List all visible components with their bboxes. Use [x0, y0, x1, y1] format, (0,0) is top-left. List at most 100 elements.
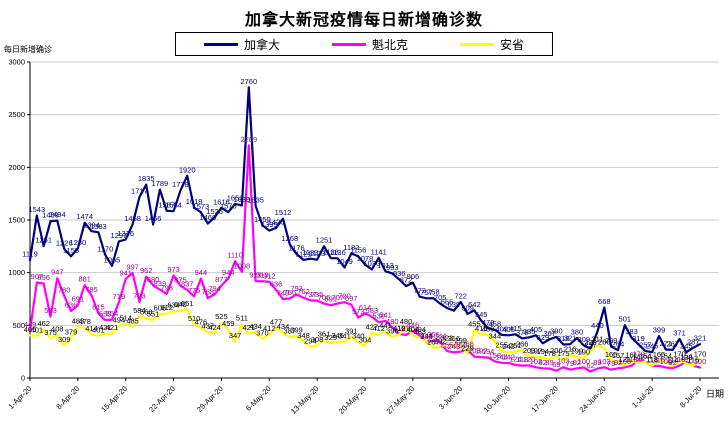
data-label-quebec: 1008 [234, 261, 251, 270]
data-label-ontario: 584 [133, 306, 146, 315]
data-label-ontario: 170 [694, 350, 707, 359]
data-label-quebec: 697 [345, 294, 358, 303]
data-label-quebec: 583 [366, 306, 379, 315]
data-label-canada: 1778 [172, 180, 189, 189]
data-label-canada: 440 [591, 321, 604, 330]
data-label-quebec: 762 [297, 287, 310, 296]
data-label-quebec: 749 [277, 289, 290, 298]
data-label-canada: 668 [598, 297, 611, 306]
x-tick-label: 6-May-20 [244, 384, 273, 413]
data-label-quebec: 947 [51, 268, 64, 277]
x-tick-label: 29-Apr-20 [195, 384, 225, 414]
data-label-quebec: 837 [181, 279, 194, 288]
data-label-ontario: 340 [352, 332, 365, 341]
data-label-quebec: 266 [461, 340, 474, 349]
data-label-quebec: 158 [489, 351, 502, 360]
data-label-quebec: 719 [113, 292, 126, 301]
data-label-quebec: 839 [154, 279, 167, 288]
data-label-ontario: 525 [215, 312, 228, 321]
data-label-quebec: 144 [495, 352, 508, 361]
data-label-quebec: 255 [441, 341, 454, 350]
data-label-quebec: 775 [188, 286, 201, 295]
y-axis-title: 每日新增确诊 [4, 45, 52, 54]
data-label-quebec: 691 [325, 295, 338, 304]
data-label-canada: 1383 [90, 222, 107, 231]
data-label-canada: 1078 [357, 254, 374, 263]
data-label-quebec: 243 [448, 342, 461, 351]
data-label-quebec: 973 [167, 265, 180, 274]
data-label-canada: 545 [475, 310, 488, 319]
data-label-canada: 409 [495, 324, 508, 333]
data-label-canada: 609 [461, 303, 474, 312]
data-label-ontario: 441 [379, 321, 392, 330]
data-label-ontario: 415 [475, 324, 488, 333]
data-label-canada: 2760 [240, 77, 257, 86]
data-label-canada: 758 [427, 288, 440, 297]
data-label-quebec: 79 [607, 359, 615, 368]
series-line-quebec [28, 144, 702, 373]
data-label-canada: 1543 [28, 205, 45, 214]
x-tick-label: 1-Apr-20 [6, 384, 33, 411]
gridlines [30, 61, 719, 326]
data-label-ontario: 154 [660, 351, 673, 360]
data-label-canada: 1458 [124, 214, 141, 223]
data-label-quebec: 723 [133, 291, 146, 300]
data-label-canada: 1136 [330, 248, 346, 257]
data-label-canada: 1512 [275, 208, 292, 217]
data-label-canada: 318 [557, 334, 570, 343]
data-label-quebec: 118 [516, 355, 528, 364]
data-label-canada: 271 [660, 339, 673, 348]
data-label-quebec: 92 [573, 358, 581, 367]
data-label-ontario: 345 [331, 331, 344, 340]
data-label-quebec: 118 [674, 355, 686, 364]
data-label-ontario: 344 [420, 331, 433, 340]
data-label-ontario: 379 [65, 328, 78, 337]
data-label-ontario: 294 [304, 337, 317, 346]
data-label-ontario: 121 [619, 355, 632, 364]
data-label-canada: 405 [530, 325, 543, 334]
data-label-canada: 757 [420, 288, 433, 297]
x-tick-label: 27-May-20 [385, 384, 417, 416]
data-label-quebec: 408 [400, 325, 413, 334]
data-label-quebec: 404 [413, 325, 426, 334]
data-label-quebec: 583 [44, 306, 57, 315]
data-label-ontario: 194 [537, 347, 550, 356]
x-tick-label: 1-Jul-20 [630, 384, 656, 410]
data-label-ontario: 154 [639, 351, 652, 360]
data-label-ontario: 118 [646, 355, 658, 364]
data-label-canada: 385 [523, 327, 536, 336]
series-labels-quebec: 4499078965839477806366918817856155505547… [24, 135, 707, 370]
legend-item-canada: 加拿大 [203, 36, 280, 53]
data-label-ontario: 308 [311, 335, 324, 344]
data-label-canada: 705 [434, 293, 447, 302]
x-tick-label: 17-Jun-20 [530, 384, 560, 414]
series-line-ontario [28, 308, 702, 368]
data-label-canada: 501 [619, 315, 632, 324]
data-label-ontario: 408 [51, 325, 64, 334]
data-label-quebec: 758 [202, 288, 215, 297]
data-label-ontario: 114 [667, 356, 679, 365]
data-label-ontario: 347 [229, 331, 242, 340]
data-label-quebec: 102 [598, 357, 611, 366]
data-label-canada: 376 [516, 328, 529, 337]
legend-item-ontario: 安省 [460, 36, 524, 53]
data-label-ontario: 651 [181, 299, 194, 308]
data-label-quebec: 919 [249, 271, 262, 280]
series-labels-ontario: 4054014623754083093794834784144014214214… [24, 299, 707, 365]
data-label-quebec: 944 [222, 268, 235, 277]
data-label-ontario: 414 [85, 324, 98, 333]
data-label-canada: 321 [694, 334, 707, 343]
data-label-quebec: 707 [331, 293, 344, 302]
data-label-canada: 1835 [138, 174, 155, 183]
data-label-quebec: 203 [468, 346, 481, 355]
data-label-quebec: 780 [58, 285, 71, 294]
data-label-quebec: 251 [454, 341, 467, 350]
data-label-canada: 1494 [49, 210, 66, 219]
data-label-canada: 390 [550, 326, 563, 335]
x-axis-ticks: 1-Apr-20 8-Apr-20 15-Apr-20 22-Apr-20 29-Apr… [6, 378, 703, 416]
data-label-ontario: 612 [160, 303, 173, 312]
data-label-canada: 1297 [111, 231, 128, 240]
legend-swatch-ontario-line-icon [460, 42, 495, 46]
data-label-canada: 1123 [309, 249, 325, 258]
